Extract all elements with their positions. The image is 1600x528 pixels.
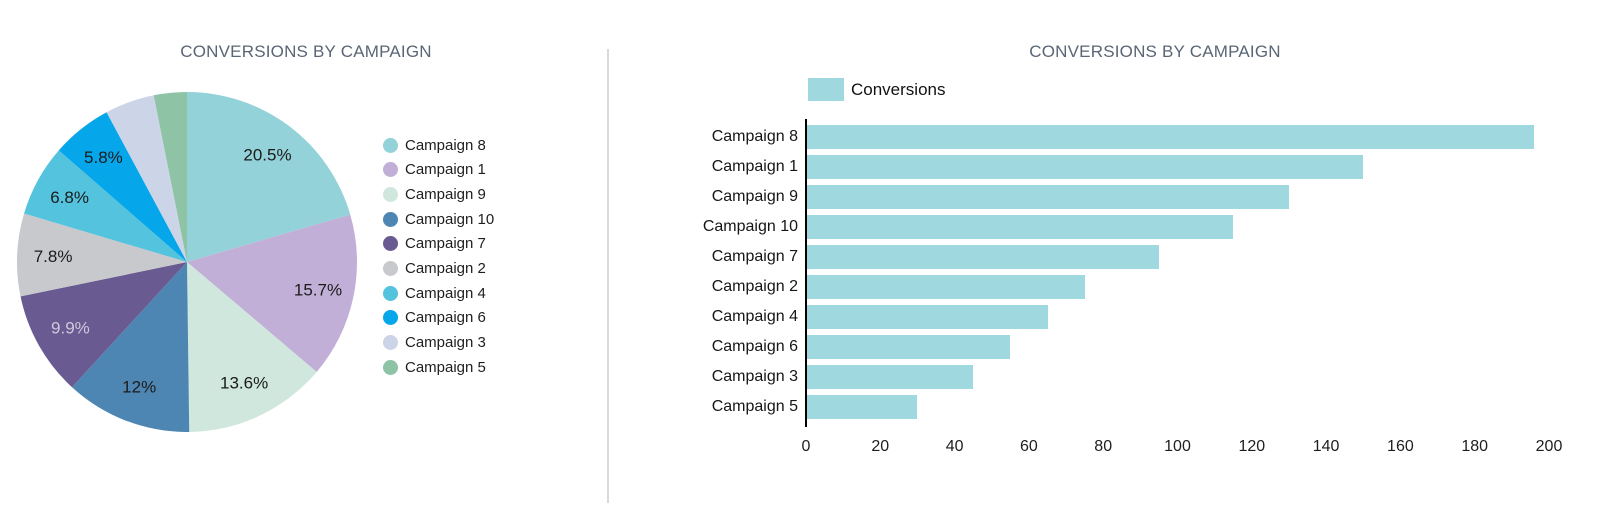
pie-slice-campaign-7[interactable] [20, 262, 187, 388]
pie-legend-item-campaign-6[interactable]: Campaign 6 [383, 306, 494, 331]
bar-category-label: Campaign 2 [711, 278, 798, 295]
pie-slice-label: 6.8% [50, 188, 89, 207]
x-tick-label: 100 [1164, 438, 1191, 455]
pie-slice-campaign-5[interactable] [153, 92, 187, 262]
legend-color-dot [383, 137, 398, 153]
bar-legend-swatch [808, 78, 844, 101]
legend-color-dot [383, 285, 398, 301]
pie-slice-campaign-10[interactable] [72, 262, 190, 432]
legend-color-dot [383, 261, 398, 277]
pie-legend-item-campaign-10[interactable]: Campaign 10 [383, 207, 494, 232]
pie-slice-label: 5.8% [84, 148, 123, 167]
legend-item-label: Campaign 2 [405, 260, 486, 278]
pie-slice-label: 15.7% [294, 281, 342, 300]
legend-item-label: Campaign 6 [405, 309, 486, 327]
pie-legend-item-campaign-5[interactable]: Campaign 5 [383, 355, 494, 380]
x-tick-label: 180 [1461, 438, 1489, 455]
bar-campaign-6[interactable] [807, 335, 1011, 359]
pie-legend-item-campaign-8[interactable]: Campaign 8 [383, 133, 494, 158]
x-tick-label: 160 [1387, 438, 1414, 455]
pie-slice-campaign-1[interactable] [187, 214, 357, 372]
pie-legend-item-campaign-7[interactable]: Campaign 7 [383, 232, 494, 257]
bar-category-label: Campaign 4 [711, 308, 798, 325]
legend-color-dot [383, 211, 398, 227]
bar-campaign-1[interactable] [807, 155, 1364, 179]
bar-campaign-3[interactable] [807, 365, 974, 389]
x-tick-label: 60 [1019, 438, 1038, 455]
pie-legend: Campaign 8 Campaign 1 Campaign 9 Campaign 1… [383, 133, 494, 380]
bar-campaign-9[interactable] [807, 185, 1289, 209]
x-tick-label: 40 [945, 438, 964, 455]
legend-item-label: Campaign 10 [405, 210, 495, 228]
pie-slice-campaign-3[interactable] [106, 95, 187, 262]
legend-color-dot [383, 236, 398, 252]
bar-chart-title: CONVERSIONS BY CAMPAIGN [1029, 42, 1281, 61]
pie-chart: 20.5% 15.7% 13.6% 12% 9.9% 7.8% 6.8% 5.8% [17, 92, 357, 432]
legend-color-dot [383, 310, 398, 326]
x-tick-label: 80 [1094, 438, 1113, 455]
legend-item-label: Campaign 9 [405, 186, 486, 204]
pie-legend-item-campaign-4[interactable]: Campaign 4 [383, 281, 494, 306]
bar-category-label: Campaign 1 [711, 158, 798, 175]
legend-color-dot [383, 335, 398, 351]
bar-campaign-5[interactable] [807, 395, 918, 419]
pie-slice-campaign-4[interactable] [24, 150, 188, 262]
legend-color-dot [383, 187, 398, 203]
bar-category-label: Campaign 9 [711, 188, 798, 205]
pie-slice-label: 9.9% [51, 319, 90, 338]
legend-item-label: Campaign 7 [405, 235, 486, 253]
bar-legend-label: Conversions [851, 80, 946, 99]
pie-legend-item-campaign-1[interactable]: Campaign 1 [383, 158, 494, 183]
legend-color-dot [383, 162, 398, 178]
bar-campaign-7[interactable] [807, 245, 1159, 269]
x-tick-label: 20 [871, 438, 890, 455]
x-tick-label: 200 [1535, 438, 1563, 455]
bar-campaign-8[interactable] [807, 125, 1535, 149]
x-tick-label: 140 [1312, 438, 1340, 455]
bar-category-label: Campaign 8 [711, 128, 798, 145]
pie-slice-label: 7.8% [34, 247, 73, 266]
pie-slice-label: 12% [122, 378, 156, 397]
bar-category-label: Campaign 6 [711, 338, 798, 355]
y-axis-line [805, 119, 807, 427]
bar-category-label: Campaign 5 [711, 398, 798, 415]
legend-color-dot [383, 359, 398, 375]
x-tick-label: 0 [801, 438, 811, 455]
legend-item-label: Campaign 3 [405, 334, 486, 352]
legend-item-label: Campaign 1 [405, 161, 486, 179]
bar-campaign-2[interactable] [807, 275, 1085, 299]
pie-slice-campaign-2[interactable] [17, 213, 188, 297]
pie-legend-item-campaign-3[interactable]: Campaign 3 [383, 330, 494, 355]
legend-item-label: Campaign 8 [405, 136, 486, 154]
bar-category-label: Campaign 7 [711, 248, 798, 265]
pie-slice-campaign-6[interactable] [58, 112, 187, 263]
pie-slice-campaign-8[interactable] [187, 92, 351, 262]
bar-category-label: Campaign 3 [711, 368, 798, 385]
legend-item-label: Campaign 5 [405, 358, 486, 376]
pie-chart-title: CONVERSIONS BY CAMPAIGN [180, 42, 432, 61]
bar-campaign-10[interactable] [807, 215, 1234, 239]
pie-slice-label: 13.6% [220, 374, 268, 393]
bar-campaign-4[interactable] [807, 305, 1048, 329]
x-tick-label: 120 [1238, 438, 1266, 455]
panel-divider [607, 49, 609, 503]
bar-category-label: Campaign 10 [702, 218, 798, 235]
pie-legend-item-campaign-9[interactable]: Campaign 9 [383, 182, 494, 207]
legend-item-label: Campaign 4 [405, 284, 486, 302]
pie-legend-item-campaign-2[interactable]: Campaign 2 [383, 256, 494, 281]
pie-slice-label: 20.5% [243, 145, 291, 164]
pie-slice-campaign-9[interactable] [187, 262, 317, 432]
